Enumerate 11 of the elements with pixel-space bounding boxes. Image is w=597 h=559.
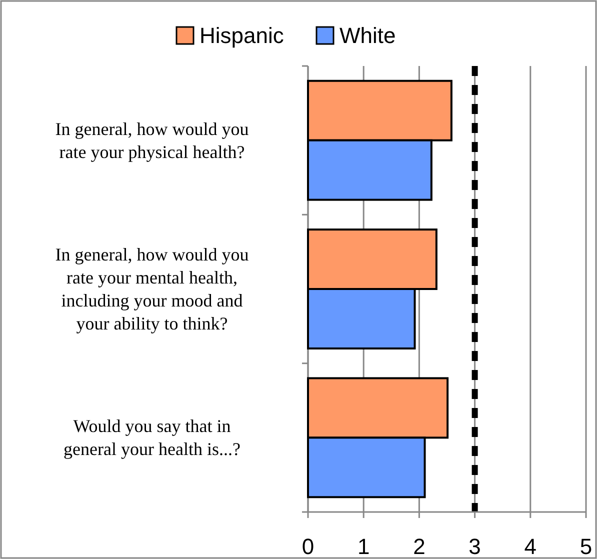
x-tick-label: 0 — [302, 534, 314, 559]
x-tick-label: 4 — [524, 534, 537, 559]
x-tick-label: 2 — [413, 534, 426, 559]
y-tick-label: In general, how would you rate your mental health, including your mood and your ability to think? — [55, 244, 249, 334]
x-tick-label: 3 — [468, 534, 481, 559]
x-tick-label: 1 — [357, 534, 370, 559]
y-tick-label: In general, how would you rate your physical health? — [55, 118, 249, 162]
x-tick-label: 5 — [580, 534, 592, 559]
legend-label: White — [340, 23, 396, 48]
legend-label: Hispanic — [200, 23, 284, 48]
y-tick-label: Would you say that in general your health is...? — [64, 416, 240, 460]
